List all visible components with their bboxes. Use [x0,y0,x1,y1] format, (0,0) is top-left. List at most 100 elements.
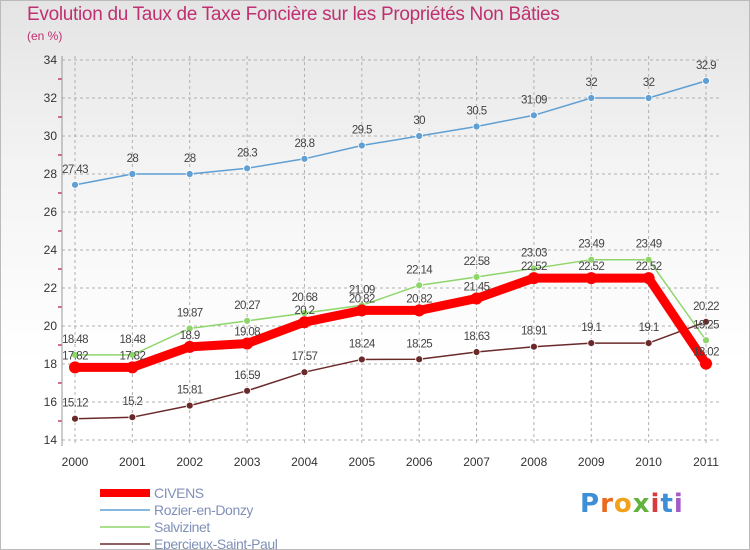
y-tick-label: 30 [44,129,58,143]
data-label: 15.2 [122,396,142,408]
data-label: 28 [127,153,139,165]
data-point [585,272,598,285]
data-point [71,414,79,423]
data-point [527,272,540,285]
data-point [587,339,596,348]
y-tick-label: 22 [44,281,58,295]
data-label: 18.91 [521,326,547,338]
data-point [126,361,139,374]
series-line-rozier-en-donzy [74,80,707,186]
data-label: 23.03 [521,247,547,259]
series [69,77,712,423]
chart-title: Evolution du Taux de Taxe Foncière sur l… [27,4,560,25]
data-label: 32 [585,77,597,89]
y-tick-label: 32 [44,91,58,105]
data-point [415,132,424,140]
data-label: 18.25 [406,338,432,350]
data-labels: 17.82 17.82 18.9 19.08 20.2 20.82 20.82 21.45 22… [62,60,720,410]
data-label: 23.49 [578,239,604,251]
data-label: 28 [184,153,196,165]
data-point [298,316,311,329]
data-label: 22.52 [578,261,604,273]
data-label: 21.45 [464,281,490,293]
data-point [243,316,251,325]
data-point [702,336,710,345]
data-point [415,281,424,290]
data-point [355,304,368,317]
y-tick-label: 24 [44,243,58,257]
data-label: 23.49 [636,239,662,251]
data-label: 19.87 [177,307,203,319]
data-label: 19.1 [581,322,601,334]
grid [62,56,720,446]
data-label: 20.82 [406,293,432,305]
data-label: 18.02 [693,347,719,359]
data-point [71,350,79,359]
data-point [185,401,194,410]
legend: CIVENSRozier-en-DonzySalvizinetEpercieux… [100,485,278,550]
x-tick-label: 2007 [463,455,490,469]
data-point [472,273,481,281]
data-label: 18.24 [349,338,376,350]
chart-subtitle: (en %) [27,29,63,43]
legend-entry: Salvizinet [154,519,210,535]
x-tick-label: 2005 [348,455,375,469]
x-tick-label: 2006 [406,455,433,469]
data-label: 18.9 [180,330,200,342]
data-label: 20.27 [234,300,260,312]
data-point [644,339,653,348]
data-point [415,355,424,364]
data-point [702,77,710,85]
data-label: 18.48 [119,334,145,346]
x-tick-label: 2011 [693,455,719,469]
y-tick-label: 18 [44,357,58,371]
data-label: 17.82 [119,350,145,362]
x-tick-label: 2000 [62,455,89,469]
data-point [69,361,81,374]
x-tick-label: 2009 [578,455,605,469]
data-label: 22.14 [406,264,433,276]
series-line-salvizinet [74,258,707,356]
data-label: 17.57 [292,351,318,363]
data-label: 17.82 [62,350,88,362]
data-point [357,141,366,150]
data-point [530,342,538,351]
data-label: 20.68 [292,292,318,304]
data-point [472,122,481,131]
data-point [357,355,366,364]
data-point [128,170,137,178]
x-tick-label: 2010 [635,455,662,469]
data-point [183,340,196,353]
y-tick-label: 34 [44,53,58,67]
data-point [300,154,309,163]
data-label: 20.82 [349,293,375,305]
data-label: 32 [643,77,655,89]
data-label: 30.5 [467,106,487,118]
data-point [472,348,481,356]
data-point [644,94,653,102]
x-tick-label: 2008 [521,455,548,469]
data-point [241,337,254,350]
data-point [71,180,79,189]
series-line-civens [70,273,711,372]
x-tick-label: 2003 [234,455,261,469]
data-label: 32.9 [696,60,716,72]
data-label: 16.59 [234,370,260,382]
data-point [700,357,712,370]
data-label: 29.5 [352,125,372,137]
data-label: 18.48 [62,334,88,346]
data-label: 22.58 [464,256,490,268]
y-tick-label: 16 [44,395,58,409]
data-point [243,386,251,395]
proxiti-logo: Proxiti [580,489,684,519]
data-label: 19.1 [639,322,659,334]
y-tick-label: 14 [44,433,58,447]
data-label: 27.43 [62,164,88,176]
data-point [128,350,137,359]
data-point [644,255,653,264]
data-point [185,324,194,333]
axes: 14 16 18 20 22 24 26 28 30 32 34 2000 2001 2002 2003 20… [44,53,720,469]
data-point [587,94,596,102]
data-point [587,255,596,264]
data-label: 20.22 [693,301,719,313]
